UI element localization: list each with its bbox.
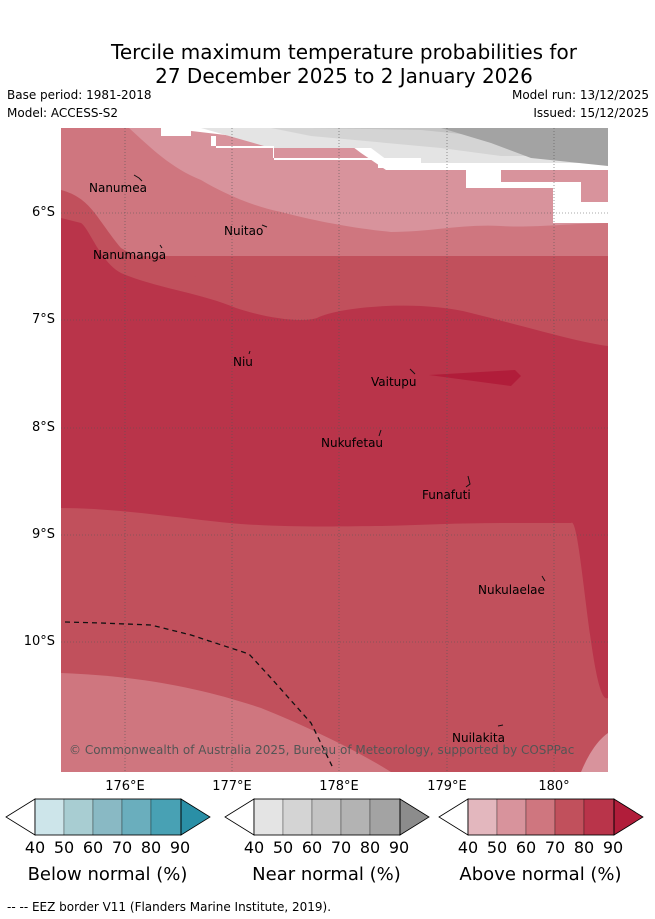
near-normal-caption: Near normal (%) (252, 864, 401, 885)
eez-legend: -- -- EEZ border V11 (Flanders Marine In… (7, 900, 331, 914)
colorbar-segment-90 (399, 798, 430, 836)
title-line-1: Tercile maximum temperature probabilitie… (111, 40, 577, 64)
below-tick-70: 70 (111, 838, 133, 857)
colorbar-segment-80 (583, 798, 615, 836)
colorbar-segment-70 (554, 798, 585, 836)
lat-label-10s: 10°S (23, 634, 55, 649)
above-90-peak (429, 370, 521, 386)
island-funafuti (465, 475, 471, 488)
lat-label-8s: 8°S (31, 420, 55, 435)
island-niu (248, 350, 251, 355)
eez-legend-line: -- (7, 900, 20, 914)
above-tick-70: 70 (544, 838, 566, 857)
colorbar-segment-90 (613, 798, 644, 836)
colorbar-segment-80 (150, 798, 182, 836)
place-label-funafuti: Funafuti (422, 488, 471, 502)
colorbar-segment-70 (340, 798, 371, 836)
probability-map (61, 128, 608, 772)
island-nanumea (133, 174, 143, 182)
above-60-south-zone (581, 733, 608, 772)
colorbar-below-normal-bar (5, 798, 211, 836)
place-label-vaitupu: Vaitupu (371, 375, 417, 389)
above-tick-90: 90 (602, 838, 624, 857)
above-tick-50: 50 (486, 838, 508, 857)
colorbar-segment-40 (253, 798, 284, 836)
colorbar-segment-60 (525, 798, 556, 836)
colorbar-segment-40 (34, 798, 65, 836)
below-tick-50: 50 (53, 838, 75, 857)
lon-label-179e: 179°E (427, 779, 467, 794)
graticule (61, 128, 608, 772)
above-normal-caption: Above normal (%) (459, 864, 622, 885)
chart-title: Tercile maximum temperature probabilitie… (0, 40, 655, 88)
below-tick-40: 40 (24, 838, 46, 857)
above-tick-80: 80 (573, 838, 595, 857)
lat-label-6s: 6°S (31, 205, 55, 220)
colorbar-segment-80 (369, 798, 401, 836)
colorbar-above-normal-bar (438, 798, 644, 836)
base-period: Base period: 1981-2018 (7, 88, 152, 102)
island-vaitupu (409, 368, 416, 375)
above-90-main-zone (61, 218, 608, 699)
lon-label-178e: 178°E (319, 779, 359, 794)
place-label-nanumea: Nanumea (89, 181, 147, 195)
title-line-2: 27 December 2025 to 2 January 2026 (155, 64, 533, 88)
lon-label-176e: 176°E (105, 779, 145, 794)
colorbar-segment-50 (496, 798, 527, 836)
near-tick-90: 90 (388, 838, 410, 857)
colorbar-segment-60 (92, 798, 123, 836)
no-data-stripe (161, 128, 608, 223)
place-label-nuilakita: Nuilakita (452, 731, 505, 745)
colorbar-segment-50 (63, 798, 94, 836)
place-label-nanumanga: Nanumanga (93, 248, 167, 262)
island-nuitao (261, 224, 268, 228)
lat-label-9s: 9°S (31, 527, 55, 542)
island-marks (133, 174, 546, 727)
colorbar-segment-60 (311, 798, 342, 836)
place-label-nukulaelae: Nukulaelae (478, 583, 545, 597)
issued-date: Issued: 15/12/2025 (533, 106, 649, 120)
copyright-notice: © Commonwealth of Australia 2025, Bureau… (69, 743, 575, 757)
above-tick-60: 60 (515, 838, 537, 857)
place-label-niu: Niu (233, 355, 253, 369)
colorbar-segment-90 (180, 798, 211, 836)
lat-label-7s: 7°S (31, 312, 55, 327)
place-label-nuitao: Nuitao (224, 224, 264, 238)
near-tick-60: 60 (301, 838, 323, 857)
place-label-nukufetau: Nukufetau (321, 436, 384, 450)
island-nukulaelae (541, 575, 546, 582)
near-tick-40: 40 (243, 838, 265, 857)
above-70-south-zone (61, 673, 391, 772)
above-tick-40: 40 (457, 838, 479, 857)
model-run: Model run: 13/12/2025 (511, 88, 649, 102)
eez-legend-text: -- EEZ border V11 (Flanders Marine Insti… (19, 900, 332, 914)
colorbar-segment-50 (282, 798, 313, 836)
below-normal-caption: Below normal (%) (27, 864, 188, 885)
below-tick-90: 90 (169, 838, 191, 857)
island-nuilakita (497, 724, 504, 727)
near-tick-50: 50 (272, 838, 294, 857)
island-nukufetau (378, 429, 382, 437)
below-tick-60: 60 (82, 838, 104, 857)
eez-border-line (64, 621, 334, 769)
lon-label-177e: 177°E (212, 779, 252, 794)
near-tick-70: 70 (330, 838, 352, 857)
lon-label-180: 180° (538, 779, 570, 794)
near-80-zone (441, 128, 608, 166)
island-nanumanga (159, 244, 163, 249)
map-panel (61, 128, 608, 772)
colorbar-segment-40 (467, 798, 498, 836)
model-name: Model: ACCESS-S2 (7, 106, 119, 120)
colorbar-near-normal-bar (224, 798, 430, 836)
colorbar-segment-70 (121, 798, 152, 836)
below-tick-80: 80 (140, 838, 162, 857)
near-tick-80: 80 (359, 838, 381, 857)
